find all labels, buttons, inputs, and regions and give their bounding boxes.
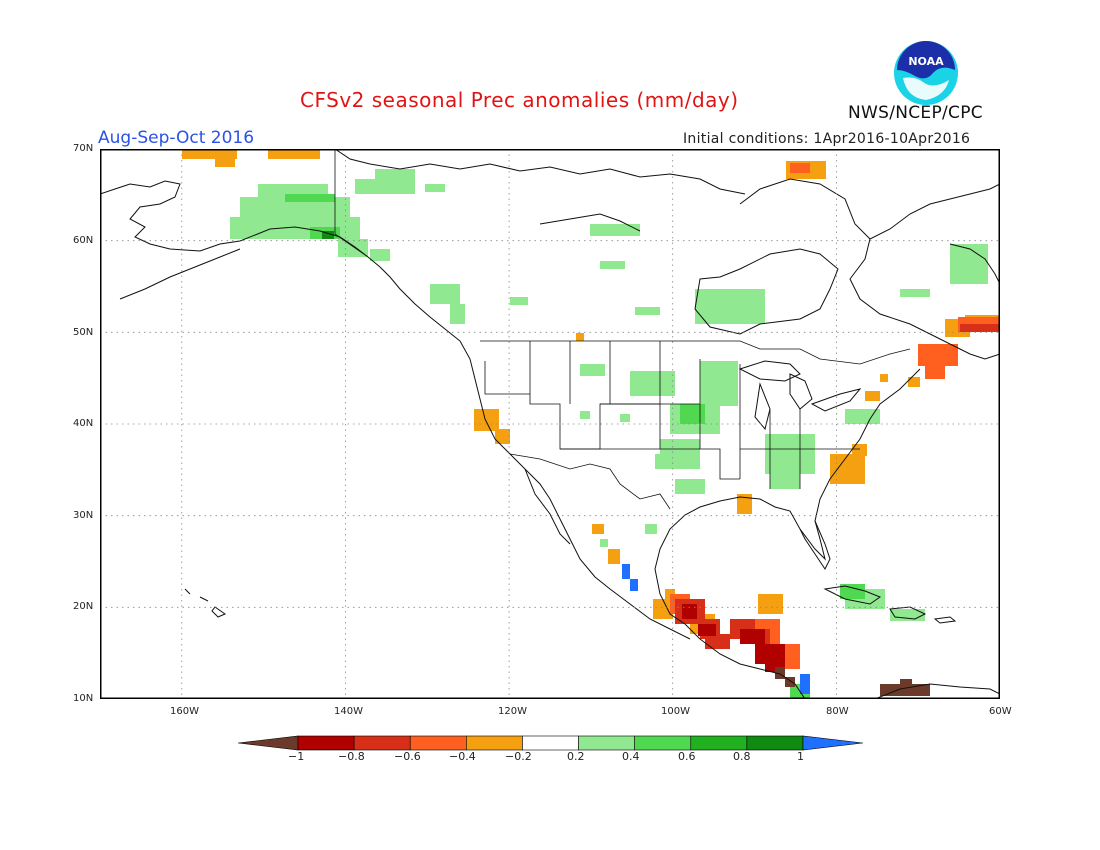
- lat-tick-20n: 20N: [73, 601, 94, 612]
- colorbar-label-neg04: −0.4: [449, 750, 476, 763]
- colorbar-label-04: 0.4: [622, 750, 640, 763]
- precip-anomaly-map: [100, 149, 1000, 699]
- colorbar-segment: [690, 735, 748, 751]
- dry-extreme-areas: [775, 667, 930, 696]
- noaa-logo-icon: NOAA: [894, 41, 958, 105]
- season-label: Aug-Sep-Oct 2016: [98, 128, 255, 148]
- colorbar-label-neg1: −1: [288, 750, 305, 763]
- initial-conditions-label: Initial conditions: 1Apr2016-10Apr2016: [683, 131, 971, 147]
- map-frame: [100, 149, 1000, 699]
- colorbar-segment: [238, 735, 299, 751]
- colorbar-segment: [466, 735, 523, 751]
- lat-tick-50n: 50N: [73, 327, 94, 338]
- lat-tick-10n: 10N: [73, 693, 94, 704]
- colorbar-segment: [522, 735, 579, 751]
- colorbar-segment: [802, 735, 863, 751]
- colorbar: [238, 735, 863, 751]
- colorbar-label-neg08: −0.8: [338, 750, 365, 763]
- lon-tick-140w: 140W: [334, 706, 363, 717]
- lon-tick-160w: 160W: [170, 706, 199, 717]
- colorbar-label-neg02: −0.2: [505, 750, 532, 763]
- colorbar-segment: [297, 735, 355, 751]
- colorbar-segment: [746, 735, 804, 751]
- coastlines: [100, 149, 1000, 699]
- colorbar-segments: [238, 735, 863, 751]
- colorbar-segment: [578, 735, 635, 751]
- map-title: CFSv2 seasonal Prec anomalies (mm/day): [300, 88, 739, 112]
- colorbar-segment: [353, 735, 411, 751]
- lon-tick-60w: 60W: [989, 706, 1012, 717]
- wet-strong-areas: [322, 231, 334, 239]
- lat-tick-60n: 60N: [73, 235, 94, 246]
- colorbar-label-1: 1: [797, 750, 804, 763]
- logo-text: NOAA: [908, 55, 944, 68]
- colorbar-label-08: 0.8: [733, 750, 751, 763]
- colorbar-segment: [634, 735, 692, 751]
- colorbar-segment: [409, 735, 467, 751]
- wet-extreme-areas: [622, 564, 810, 694]
- lat-tick-30n: 30N: [73, 510, 94, 521]
- lat-tick-40n: 40N: [73, 418, 94, 429]
- borders: [334, 149, 911, 510]
- colorbar-label-02: 0.2: [567, 750, 585, 763]
- lon-tick-120w: 120W: [498, 706, 527, 717]
- colorbar-label-neg06: −0.6: [394, 750, 421, 763]
- graticule: [100, 149, 1000, 699]
- lon-tick-100w: 100W: [661, 706, 690, 717]
- lat-tick-70n: 70N: [73, 143, 94, 154]
- lon-tick-80w: 80W: [826, 706, 849, 717]
- agency-label: NWS/NCEP/CPC: [848, 103, 983, 123]
- anomaly-shading: [182, 149, 1000, 699]
- colorbar-label-06: 0.6: [678, 750, 696, 763]
